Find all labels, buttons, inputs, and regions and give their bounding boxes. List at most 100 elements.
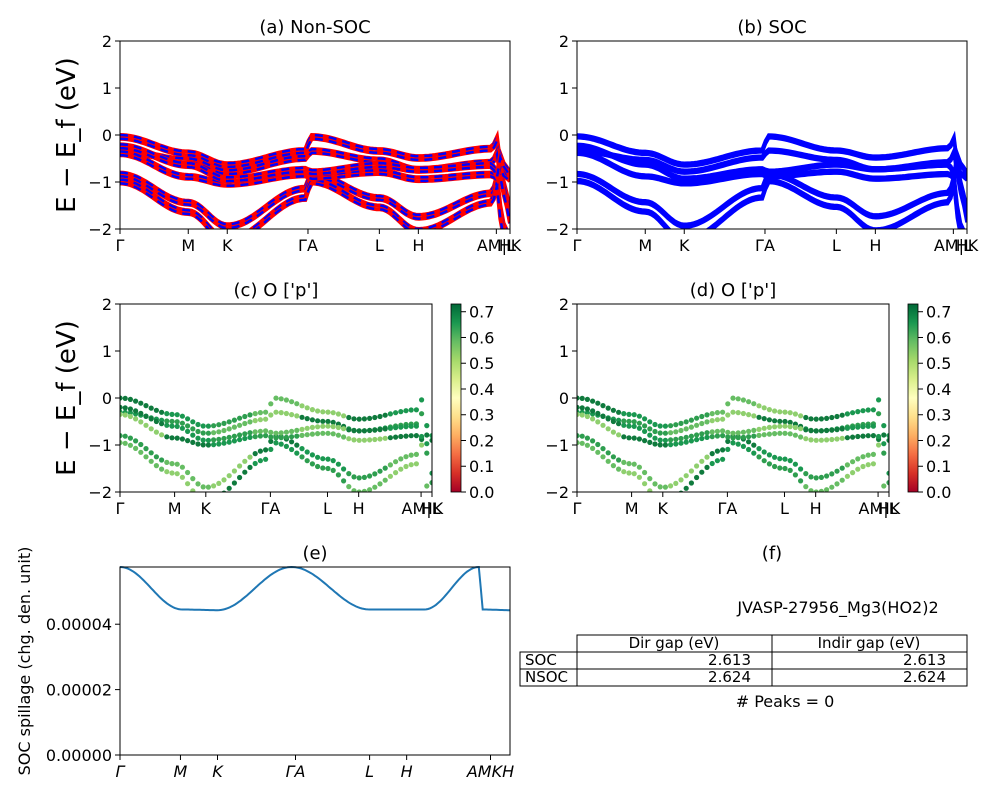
band-dot <box>694 437 700 443</box>
band-dot <box>133 398 139 404</box>
band-dot <box>818 428 825 434</box>
band-dot <box>351 488 357 492</box>
band-dot <box>647 432 653 438</box>
band-dot <box>169 411 175 417</box>
band-dot <box>429 437 432 443</box>
xtick-label: ΓA <box>298 236 318 255</box>
band-dot <box>195 435 201 441</box>
band-dot <box>766 452 773 458</box>
band-dot <box>600 454 606 460</box>
band-dot <box>761 405 767 411</box>
panel-a-ylabel: E − E_f (eV) <box>52 57 82 213</box>
band-dot <box>626 411 632 417</box>
panel-c-title: (c) O ['p'] <box>234 280 319 301</box>
band-dot <box>787 467 793 473</box>
band-dot <box>325 418 331 425</box>
band-dot <box>211 497 216 502</box>
band-dot <box>367 437 373 443</box>
band-dot <box>860 454 866 460</box>
ytick-label: 0 <box>102 389 112 408</box>
band-dot <box>289 434 295 440</box>
band-dot <box>419 411 425 417</box>
band-dot <box>361 428 367 434</box>
band-dot <box>367 487 373 492</box>
band-dot <box>683 419 689 425</box>
band-dot <box>169 470 175 476</box>
band-dot <box>372 484 378 490</box>
band-dot <box>647 426 653 432</box>
band-dot <box>756 454 762 460</box>
band-dot <box>766 417 773 423</box>
colorbar-tick-label: 0.6 <box>469 328 494 347</box>
band-dot <box>735 410 741 416</box>
band-dot <box>829 436 835 443</box>
xtick-label: AM|L <box>859 499 898 518</box>
band-dot <box>631 461 637 467</box>
band-dot <box>803 471 809 477</box>
band-dot <box>688 433 695 439</box>
band-dot <box>668 497 673 502</box>
band-dot <box>772 408 778 414</box>
band-line-blue <box>577 145 967 183</box>
band-dot <box>714 428 721 434</box>
band-dot <box>782 418 788 425</box>
band-dot <box>657 430 663 436</box>
band-dot <box>278 396 284 402</box>
band-dot <box>143 422 149 428</box>
band-dot <box>626 435 632 441</box>
band-dot <box>720 447 726 453</box>
band-dot <box>325 423 331 429</box>
band-dot <box>127 442 133 448</box>
ytick-label: −1 <box>88 436 112 455</box>
band-dot <box>247 412 253 418</box>
band-dot <box>714 448 721 454</box>
band-dot <box>605 405 611 411</box>
band-dot <box>798 413 804 419</box>
band-dot <box>159 421 165 427</box>
band-dot <box>881 423 887 429</box>
band-dot <box>403 463 409 470</box>
band-dot <box>600 403 606 409</box>
band-dot <box>299 403 305 409</box>
band-dot <box>850 470 856 476</box>
band-dot <box>735 430 741 436</box>
band-dot <box>174 471 180 477</box>
band-dot <box>668 483 674 489</box>
band-dot <box>829 427 835 433</box>
band-dot <box>164 422 170 428</box>
band-dot <box>808 488 814 492</box>
band-dot <box>398 466 404 472</box>
band-dot <box>668 430 674 436</box>
band-dot <box>735 396 741 402</box>
band-dot <box>839 412 845 418</box>
panel-e-line <box>119 565 510 612</box>
band-dot <box>283 397 289 403</box>
band-dot <box>127 410 133 416</box>
band-dot <box>579 412 585 418</box>
band-dot <box>756 432 762 438</box>
band-dot <box>278 430 284 436</box>
panel-a-title: (a) Non-SOC <box>259 17 370 38</box>
panel-c-ylabel: E − E_f (eV) <box>52 320 82 476</box>
band-dot <box>205 437 211 443</box>
band-dot <box>610 463 617 469</box>
band-dot <box>688 438 695 444</box>
band-dot <box>782 423 788 429</box>
band-line-blue <box>577 152 967 187</box>
band-dot <box>720 433 726 439</box>
band-line-blue <box>577 142 967 180</box>
band-dot <box>294 433 300 439</box>
band-dot <box>159 409 165 415</box>
band-dot <box>595 400 601 406</box>
band-dot <box>761 449 767 455</box>
band-dot <box>881 432 887 438</box>
table-cell-nsoc-dir: 2.624 <box>708 668 751 686</box>
band-dot <box>792 461 799 467</box>
ytick-label: −1 <box>545 436 569 455</box>
band-dot <box>242 413 248 420</box>
xtick-label: ΓA <box>260 499 280 518</box>
band-dot <box>865 407 871 413</box>
band-dot <box>881 450 887 456</box>
band-dot <box>221 490 227 492</box>
band-dot <box>699 469 705 475</box>
